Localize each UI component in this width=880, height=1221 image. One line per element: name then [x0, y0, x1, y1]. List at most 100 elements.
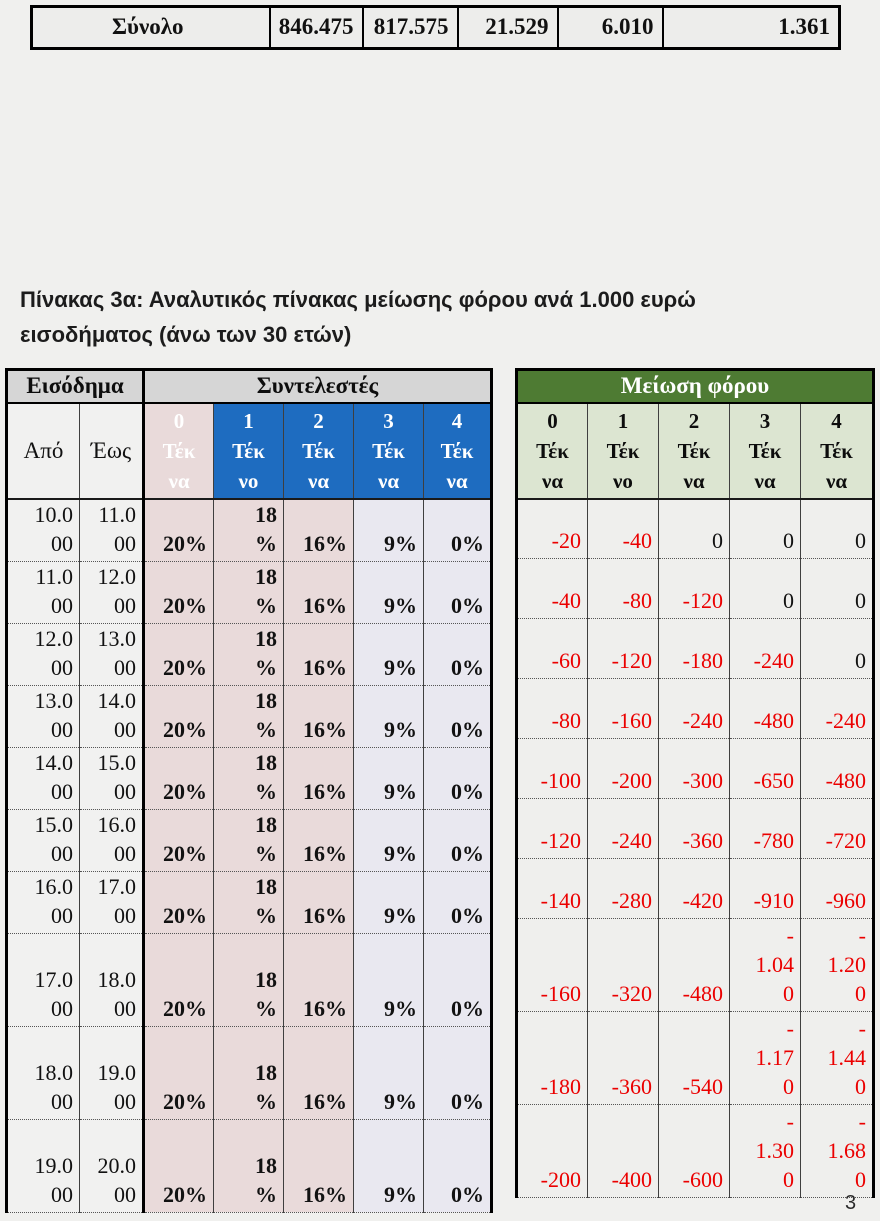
coefficient-cell: 9% — [353, 809, 424, 872]
reduction-cell: -780 — [729, 798, 801, 859]
tax-reduction-row: -80 -160 -240 -480 -240 — [516, 678, 874, 739]
tax-reduction-row: -60 -120 -180 -240 0 — [516, 618, 874, 679]
totals-row: Σύνολο 846.475 817.575 21.529 6.010 1.36… — [30, 5, 841, 50]
coefficient-cell: 16% — [283, 1026, 354, 1120]
income-coefficients-row: 11.0 00 12.0 00 20% 18 % 16% 9% 0% — [6, 561, 492, 624]
sub-header-row: 0 Τέκ να 1 Τέκ νο 2 Τέκ να 3 Τέκ να 4 Τέ… — [516, 402, 874, 500]
page-number: 3 — [845, 1192, 857, 1214]
reduction-cell: -910 — [729, 858, 801, 919]
income-to-cell: 16.0 00 — [79, 809, 144, 872]
coefficient-cell: 18 % — [213, 809, 284, 872]
reduction-cell: -420 — [658, 858, 730, 919]
coefficient-cell: 20% — [142, 871, 214, 934]
income-from-cell: 18.0 00 — [6, 1026, 80, 1120]
reduction-cell: -240 — [800, 678, 874, 739]
reduction-cell: -360 — [658, 798, 730, 859]
children-3-header: 3 Τέκ να — [353, 402, 424, 500]
reduction-cell: 0 — [658, 498, 730, 559]
reduction-cell: 0 — [800, 558, 874, 619]
coefficient-cell: 20% — [142, 1119, 214, 1213]
reduction-cell: -600 — [658, 1104, 730, 1198]
reduction-cell: -160 — [516, 918, 588, 1012]
income-coefficients-row: 18.0 00 19.0 00 20% 18 % 16% 9% 0% — [6, 1026, 492, 1120]
reduction-cell: -180 — [658, 618, 730, 679]
coefficients-group-header: Συντελεστές — [142, 369, 492, 404]
tax-reduction-table: Μείωση φόρου 0 Τέκ να 1 Τέκ νο 2 Τέκ να … — [515, 368, 875, 1198]
coefficient-cell: 18 % — [213, 561, 284, 624]
income-coefficients-row: 13.0 00 14.0 00 20% 18 % 16% 9% 0% — [6, 685, 492, 748]
income-to-cell: 12.0 00 — [79, 561, 144, 624]
children-2-header: 2 Τέκ να — [658, 402, 730, 500]
coefficient-cell: 9% — [353, 623, 424, 686]
tax-reduction-row: -180 -360 -540- 1.17 0- 1.44 0 — [516, 1011, 874, 1105]
coefficient-cell: 20% — [142, 561, 214, 624]
coefficient-cell: 18 % — [213, 1026, 284, 1120]
coefficients-tbody: 10.0 00 11.0 00 20% 18 % 16% 9% 0% 11.0 00 12.0 … — [6, 498, 492, 1213]
reduction-cell: 0 — [800, 498, 874, 559]
coefficient-cell: 0% — [423, 498, 492, 562]
reduction-cell: -400 — [587, 1104, 659, 1198]
coefficient-cell: 9% — [353, 1026, 424, 1120]
tax-reduction-row: -100 -200 -300 -650 -480 — [516, 738, 874, 799]
tax-reduction-row: -200 -400 -600- 1.30 0- 1.68 0 — [516, 1104, 874, 1198]
income-from-cell: 10.0 00 — [6, 498, 80, 562]
coefficient-cell: 16% — [283, 747, 354, 810]
children-2-header: 2 Τέκ να — [283, 402, 354, 500]
tax-reduction-row: -160 -320 -480- 1.04 0- 1.20 0 — [516, 918, 874, 1012]
coefficient-cell: 9% — [353, 561, 424, 624]
reduction-cell: -480 — [658, 918, 730, 1012]
reduction-cell: 0 — [800, 618, 874, 679]
reductions-tbody: -20 -40 0 0 0 -40 -80 -120 0 0 -60 -120 -180 -240 0 -80… — [516, 498, 874, 1198]
totals-value: 846.475 — [268, 5, 364, 50]
totals-value: 817.575 — [361, 5, 459, 50]
coefficient-cell: 9% — [353, 498, 424, 562]
coefficient-cell: 18 % — [213, 498, 284, 562]
coefficient-cell: 9% — [353, 685, 424, 748]
coefficient-cell: 9% — [353, 871, 424, 934]
income-from-cell: 14.0 00 — [6, 747, 80, 810]
coefficient-cell: 18 % — [213, 623, 284, 686]
reduction-cell: -80 — [516, 678, 588, 739]
reduction-cell: -240 — [658, 678, 730, 739]
coefficient-cell: 9% — [353, 747, 424, 810]
children-4-header: 4 Τέκ να — [423, 402, 492, 500]
reduction-cell: -140 — [516, 858, 588, 919]
reduction-cell: -280 — [587, 858, 659, 919]
income-from-cell: 11.0 00 — [6, 561, 80, 624]
income-coefficients-row: 19.0 00 20.0 00 20% 18 % 16% 9% 0% — [6, 1119, 492, 1213]
totals-value: 6.010 — [556, 5, 664, 50]
totals-value: 1.361 — [661, 5, 841, 50]
coefficient-cell: 20% — [142, 623, 214, 686]
to-column-header: Έως — [79, 402, 144, 500]
children-3-header: 3 Τέκ να — [729, 402, 801, 500]
income-from-cell: 13.0 00 — [6, 685, 80, 748]
reduction-cell: -540 — [658, 1011, 730, 1105]
coefficient-cell: 16% — [283, 933, 354, 1027]
coefficient-cell: 16% — [283, 561, 354, 624]
coefficient-cell: 0% — [423, 561, 492, 624]
income-coefficients-row: 17.0 00 18.0 00 20% 18 % 16% 9% 0% — [6, 933, 492, 1027]
coefficient-cell: 0% — [423, 933, 492, 1027]
children-1-header: 1 Τέκ νο — [213, 402, 284, 500]
income-coefficients-row: 15.0 00 16.0 00 20% 18 % 16% 9% 0% — [6, 809, 492, 872]
tax-reduction-row: -20 -40 0 0 0 — [516, 498, 874, 559]
income-to-cell: 13.0 00 — [79, 623, 144, 686]
income-coefficients-table: Εισόδημα Συντελεστές Από Έως 0 Τέκ να 1 … — [5, 368, 493, 1213]
reduction-cell: 0 — [729, 558, 801, 619]
reduction-group-header: Μείωση φόρου — [516, 369, 874, 404]
income-coefficients-row: 10.0 00 11.0 00 20% 18 % 16% 9% 0% — [6, 498, 492, 562]
tax-reduction-row: -140 -280 -420 -910 -960 — [516, 858, 874, 919]
children-0-header: 0 Τέκ να — [516, 402, 588, 500]
reduction-cell: -200 — [587, 738, 659, 799]
reduction-cell: - 1.04 0 — [729, 918, 801, 1012]
reduction-cell: -40 — [587, 498, 659, 559]
coefficient-cell: 9% — [353, 1119, 424, 1213]
reduction-cell: -200 — [516, 1104, 588, 1198]
income-from-cell: 15.0 00 — [6, 809, 80, 872]
reduction-cell: -480 — [729, 678, 801, 739]
reduction-cell: 0 — [729, 498, 801, 559]
income-to-cell: 14.0 00 — [79, 685, 144, 748]
reduction-cell: -320 — [587, 918, 659, 1012]
reduction-cell: -960 — [800, 858, 874, 919]
